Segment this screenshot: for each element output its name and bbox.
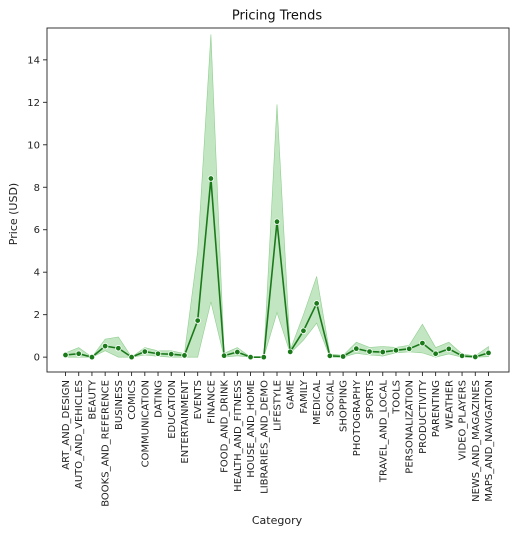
data-point-productivity xyxy=(419,339,426,347)
data-point-photography xyxy=(353,345,360,352)
data-point-libraries-and-demo xyxy=(260,353,267,361)
y-tick-label-2: 2 xyxy=(34,310,40,321)
x-tick-label-house-and-home: HOUSE_AND_HOME xyxy=(246,380,257,478)
y-tick-label-4: 4 xyxy=(34,268,40,279)
data-point-medical xyxy=(313,300,320,307)
chart-title: Pricing Trends xyxy=(232,9,323,24)
x-axis-label: Category xyxy=(252,514,303,527)
x-tick-label-food-and-drink: FOOD_AND_DRINK xyxy=(220,380,231,473)
x-tick-label-family: FAMILY xyxy=(299,379,310,413)
x-tick-label-events: EVENTS xyxy=(193,380,204,419)
x-tick-label-finance: FINANCE xyxy=(206,380,217,424)
data-point-family xyxy=(300,327,307,335)
x-tick-label-art-and-design: ART_AND_DESIGN xyxy=(61,380,72,470)
y-tick-label-0: 0 xyxy=(34,353,40,364)
data-point-video-players xyxy=(458,352,466,360)
data-point-communication xyxy=(141,348,149,355)
data-point-health-and-fitness xyxy=(234,348,241,356)
data-point-comics xyxy=(128,353,135,361)
x-tick-label-personalization: PERSONALIZATION xyxy=(405,380,416,474)
x-tick-label-sports: SPORTS xyxy=(365,380,376,419)
x-tick-label-travel-and-local: TRAVEL_AND_LOCAL xyxy=(378,380,389,484)
y-tick-label-8: 8 xyxy=(34,183,40,194)
x-tick-label-productivity: PRODUCTIVITY xyxy=(418,379,429,454)
data-point-events xyxy=(194,317,201,324)
x-tick-label-weather: WEATHER xyxy=(444,380,455,429)
data-point-dating xyxy=(154,350,162,357)
x-tick-label-comics: COMICS xyxy=(127,380,138,420)
x-tick-label-communication: COMMUNICATION xyxy=(140,380,151,467)
data-point-sports xyxy=(366,348,373,355)
data-point-news-and-magazines xyxy=(472,353,479,361)
plot-area: 0 2 4 6 8 10 12 14 ART_AND_DESIGN AUTO_AND_VEHICL… xyxy=(27,27,510,507)
data-point-weather xyxy=(445,345,453,353)
x-tick-label-news-and-magazines: NEWS_AND_MAGAZINES xyxy=(471,380,482,502)
data-point-shopping xyxy=(339,353,347,360)
data-point-travel-and-local xyxy=(379,348,386,356)
x-tick-label-tools: TOOLS xyxy=(391,380,402,415)
data-point-entertainment xyxy=(181,352,188,359)
x-tick-label-parenting: PARENTING xyxy=(431,380,442,437)
y-tick-label-10: 10 xyxy=(27,140,40,151)
data-point-business xyxy=(115,345,122,352)
confidence-band xyxy=(65,34,489,358)
y-tick-label-14: 14 xyxy=(27,55,40,66)
y-tick-label-6: 6 xyxy=(34,225,40,236)
x-tick-label-maps-and-navigation: MAPS_AND_NAVIGATION xyxy=(484,380,495,502)
data-point-books-and-reference xyxy=(101,342,109,350)
x-tick-label-shopping: SHOPPING xyxy=(339,380,350,432)
data-point-art-and-design xyxy=(62,351,69,359)
x-tick-label-education: EDUCATION xyxy=(167,380,178,439)
x-tick-label-health-and-fitness: HEALTH_AND_FITNESS xyxy=(233,380,244,492)
data-point-finance xyxy=(207,175,215,182)
x-tick-label-business: BUSINESS xyxy=(114,380,125,430)
data-point-education xyxy=(168,350,175,358)
data-point-lifestyle xyxy=(273,218,281,225)
y-axis-label: Price (USD) xyxy=(7,183,20,245)
data-point-social xyxy=(326,352,334,360)
data-point-auto-and-vehicles xyxy=(75,350,82,357)
data-point-game xyxy=(287,348,294,356)
x-tick-label-auto-and-vehicles: AUTO_AND_VEHICLES xyxy=(74,380,85,489)
x-tick-label-video-players: VIDEO_PLAYERS xyxy=(458,380,469,460)
x-tick-label-photography: PHOTOGRAPHY xyxy=(352,379,363,456)
data-point-food-and-drink xyxy=(220,352,228,359)
data-point-house-and-home xyxy=(247,353,254,361)
x-tick-label-medical: MEDICAL xyxy=(312,380,323,425)
data-point-beauty xyxy=(88,353,96,361)
plot-frame xyxy=(46,27,510,373)
x-tick-label-lifestyle: LIFESTYLE xyxy=(273,380,284,431)
y-tick-label-12: 12 xyxy=(27,98,40,109)
x-tick-label-dating: DATING xyxy=(154,380,165,418)
x-tick-label-beauty: BEAUTY xyxy=(87,379,98,419)
data-point-parenting xyxy=(432,350,439,357)
data-point-personalization xyxy=(405,345,413,353)
x-tick-label-libraries-and-demo: LIBRARIES_AND_DEMO xyxy=(259,380,270,494)
data-point-tools xyxy=(392,347,400,354)
x-tick-label-entertainment: ENTERTAINMENT xyxy=(180,379,191,463)
data-point-maps-and-navigation xyxy=(485,349,492,357)
x-tick-label-social: SOCIAL xyxy=(325,380,336,417)
x-tick-label-books-and-reference: BOOKS_AND_REFERENCE xyxy=(101,380,112,507)
x-tick-label-game: GAME xyxy=(286,380,297,410)
